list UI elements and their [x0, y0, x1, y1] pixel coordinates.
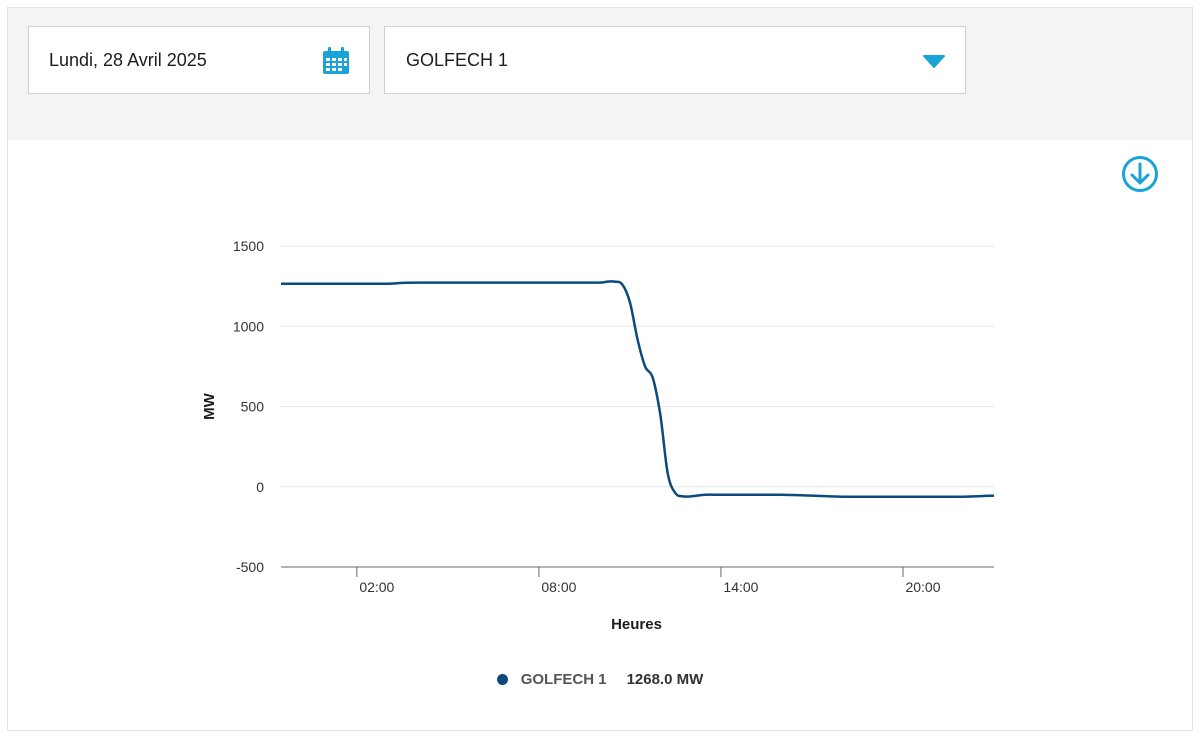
legend-series-name[interactable]: GOLFECH 1	[520, 671, 607, 688]
legend-series-marker	[496, 674, 508, 685]
download-icon[interactable]	[1121, 155, 1159, 193]
unit-select-value: GOLFECH 1	[406, 49, 509, 70]
unit-select[interactable]: GOLFECH 1	[384, 26, 966, 94]
power-output-panel: Lundi, 28 Avril 2025 GOLFECH 1	[7, 7, 1193, 731]
x-tick-label: 20:00	[905, 579, 940, 595]
y-tick-label: 0	[256, 479, 264, 495]
x-tick-label: 08:00	[541, 579, 576, 595]
filter-toolbar: Lundi, 28 Avril 2025 GOLFECH 1	[8, 8, 1192, 140]
y-axis-title: MW	[201, 392, 218, 419]
chart-legend: GOLFECH 1 1268.0 MW	[8, 671, 1192, 688]
x-tick-label: 14:00	[723, 579, 758, 595]
date-picker[interactable]: Lundi, 28 Avril 2025	[28, 26, 370, 94]
y-tick-label: -500	[236, 559, 264, 575]
chevron-down-icon[interactable]	[923, 54, 945, 68]
date-value: Lundi, 28 Avril 2025	[49, 49, 207, 70]
x-axis-title: Heures	[611, 616, 662, 633]
y-tick-label: 1000	[233, 318, 264, 334]
calendar-icon[interactable]	[321, 46, 351, 76]
x-tick-label: 02:00	[359, 579, 394, 595]
legend-series-value: 1268.0 MW	[626, 671, 704, 688]
y-tick-label: 500	[241, 399, 265, 415]
series-line-golfech-1	[281, 280, 995, 499]
y-tick-label: 1500	[233, 238, 264, 254]
power-chart: -500 0 500 1000 1500 02:00 08:00 14:00 20:00 Heur…	[201, 238, 995, 633]
